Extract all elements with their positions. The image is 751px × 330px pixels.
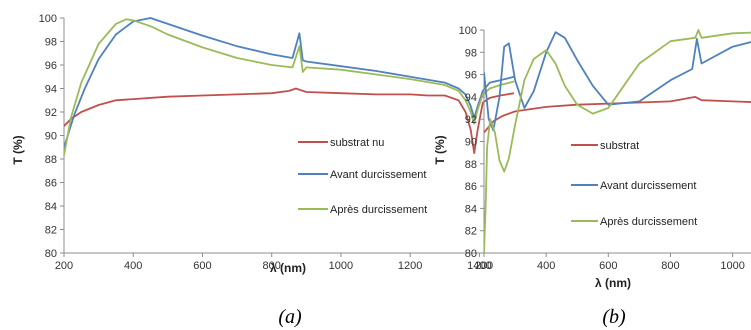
chart-b: 80 82 84 86 88 90 92 94 96 98 100 200 400 600 800 1000 T…	[433, 25, 751, 328]
chart-a-legend-label: Avant durcissement	[330, 169, 426, 181]
chart-a-y-tick-label: 94	[45, 84, 57, 96]
chart-b-y-tick-label: 88	[465, 159, 477, 171]
chart-a-caption: (a)	[278, 306, 302, 328]
chart-b-y-tick-label: 98	[465, 47, 477, 59]
chart-b-caption: (b)	[602, 306, 626, 328]
chart-b-y-axis-title: T (%)	[433, 135, 447, 164]
chart-a-y-tick-label: 98	[45, 37, 57, 49]
chart-b-legend-label: Après durcissement	[600, 216, 697, 228]
chart-a-x-tick-label: 1000	[329, 260, 353, 272]
chart-a-y-tick-label: 82	[45, 225, 57, 237]
chart-b-y-tick-label: 100	[459, 25, 477, 37]
chart-b-x-tick-label: 200	[475, 260, 493, 272]
chart-a-y-tick-label: 80	[45, 248, 57, 260]
chart-b-y-tick-label: 82	[465, 226, 477, 238]
chart-a-series-line-1	[64, 87, 515, 155]
chart-b-series-line-2	[484, 31, 751, 132]
chart-a-x-tick-label: 1400	[467, 260, 491, 272]
chart-b-y-tick-label: 94	[465, 92, 477, 104]
chart-a-y-tick-label: 100	[39, 13, 57, 25]
chart-b-y-tick-label: 96	[465, 70, 477, 82]
chart-b-series-line-1	[484, 96, 751, 134]
chart-a-y-tick-label: 86	[45, 178, 57, 190]
chart-a-x-tick-label: 600	[193, 260, 211, 272]
chart-a-y-tick-label: 84	[45, 201, 57, 213]
chart-b-series-line-3	[484, 29, 751, 254]
chart-a-y-tick-label: 88	[45, 154, 57, 166]
chart-b-y-tick-label: 80	[465, 248, 477, 260]
chart-b-x-tick-label: 1000	[720, 260, 744, 272]
chart-b-plot-area	[484, 29, 751, 254]
chart-b-y-tick-label: 92	[465, 114, 477, 126]
chart-b-legend-label: Avant durcissement	[600, 180, 696, 192]
chart-b-y-tick-label: 84	[465, 203, 477, 215]
chart-a: 80 82 84 86 88 90 92 94 96 98 100 200 400 600 800 1000 1…	[11, 13, 751, 328]
chart-a-series-line-3	[64, 18, 515, 156]
chart-a-series-line-2	[64, 17, 515, 148]
chart-b-legend-label: substrat	[600, 140, 639, 152]
chart-a-x-tick-label: 400	[124, 260, 142, 272]
chart-a-x-tick-label: 1200	[398, 260, 422, 272]
chart-a-x-tick-label: 200	[55, 260, 73, 272]
chart-a-y-tick-label: 90	[45, 131, 57, 143]
chart-a-plot-area	[64, 17, 515, 156]
chart-b-y-tick-label: 90	[465, 137, 477, 149]
chart-b-x-tick-label: 600	[599, 260, 617, 272]
chart-b-x-tick-label: 400	[537, 260, 555, 272]
chart-b-y-tick-label: 86	[465, 181, 477, 193]
chart-a-y-axis-title: T (%)	[11, 135, 25, 164]
chart-a-x-axis-title: λ (nm)	[270, 261, 306, 275]
chart-a-y-tick-label: 96	[45, 60, 57, 72]
chart-a-legend-label: Après durcissement	[330, 204, 427, 216]
chart-a-y-tick-label: 92	[45, 107, 57, 119]
chart-b-x-tick-label: 800	[661, 260, 679, 272]
chart-a-x-tick-label: 800	[263, 260, 281, 272]
chart-b-x-axis-title: λ (nm)	[595, 276, 631, 290]
chart-a-legend-label: substrat nu	[330, 137, 384, 149]
